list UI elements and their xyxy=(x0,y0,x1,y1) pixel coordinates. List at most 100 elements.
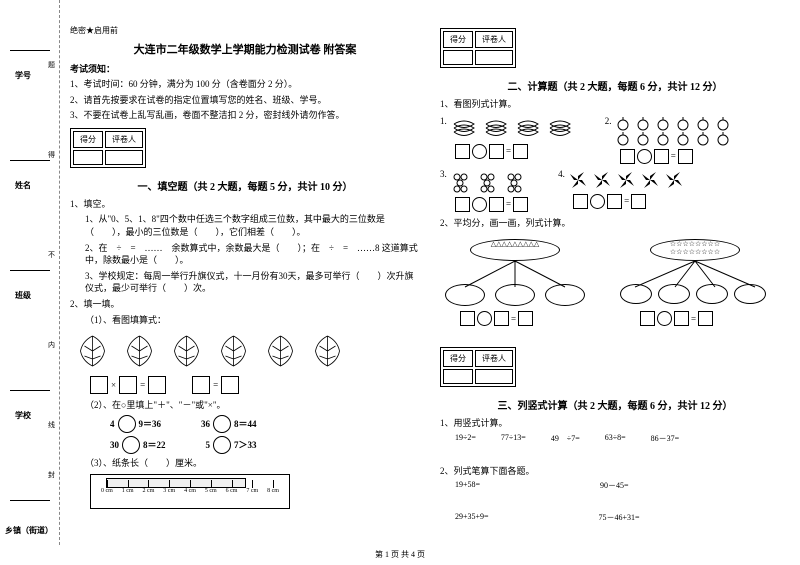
calc: 86－37= xyxy=(651,433,680,444)
pinwheel-group: 4. = xyxy=(558,169,685,212)
section1-title: 一、填空题（共 2 大题，每题 5 分，共计 10 分） xyxy=(70,178,420,193)
q2: 2、填一填。 xyxy=(70,298,420,311)
calc: 77÷13= xyxy=(501,433,526,444)
score-label: 得分 xyxy=(443,350,473,367)
q2-sub1: （1）、看图填算式： xyxy=(70,314,420,327)
empty-oval xyxy=(734,284,766,304)
blank-box[interactable] xyxy=(455,144,470,159)
blank-box[interactable] xyxy=(631,194,646,209)
equals-sign: = xyxy=(213,380,218,390)
leaf-images xyxy=(70,331,420,371)
num: 9＝36 xyxy=(139,417,162,430)
blank-box[interactable] xyxy=(654,149,669,164)
left-column: 绝密★启用前 大连市二年级数学上学期能力检测试卷 附答案 考试须知： 1、考试时… xyxy=(70,25,420,526)
score-label: 得分 xyxy=(443,31,473,48)
leaf-icon xyxy=(211,331,256,371)
equals-sign: = xyxy=(140,380,145,390)
grape-icon xyxy=(503,169,528,194)
blank-box[interactable] xyxy=(489,144,504,159)
empty-oval xyxy=(696,284,728,304)
section2-title: 二、计算题（共 2 大题，每题 6 分，共计 12 分） xyxy=(440,78,790,93)
blank-box[interactable] xyxy=(640,311,655,326)
score-box-3: 得分 评卷人 xyxy=(440,347,516,387)
equals: = xyxy=(624,196,629,206)
equals: = xyxy=(511,314,516,324)
blank-box[interactable] xyxy=(620,149,635,164)
blank-box[interactable] xyxy=(518,311,533,326)
op-circle[interactable] xyxy=(118,415,136,433)
calc: 19+58= xyxy=(455,480,480,491)
blank-box[interactable] xyxy=(455,197,470,212)
pinwheel-icon xyxy=(639,169,661,191)
mark: 5 cm xyxy=(205,488,217,508)
seal-char: 内 xyxy=(48,340,55,350)
q2-sub3: （3）、纸条长（ ）厘米。 xyxy=(70,457,420,470)
mark: 1 cm xyxy=(122,488,134,508)
equation-boxes: × = = xyxy=(90,376,420,394)
compare-row-2: 30 8＝22 5 7＞33 xyxy=(110,436,420,454)
right-column: 得分 评卷人 二、计算题（共 2 大题，每题 6 分，共计 12 分） 1、看图… xyxy=(440,25,790,526)
blank-box[interactable] xyxy=(148,376,166,394)
q1-2: 2、在 ÷ = …… 余数算式中，余数最大是（ ）；在 ÷ = ……8 这道算式… xyxy=(70,242,420,267)
mark: 4 cm xyxy=(184,488,196,508)
notice-3: 3、不要在试卷上乱写乱画，卷面不整洁扣 2 分，密封线外请勿作答。 xyxy=(70,109,420,122)
op-circle[interactable] xyxy=(657,311,672,326)
apple-icon xyxy=(634,116,652,131)
op-circle[interactable] xyxy=(122,436,140,454)
num-label: 2. xyxy=(605,116,612,126)
seal-char: 封 xyxy=(48,470,55,480)
calc: 19÷2= xyxy=(455,433,476,444)
blank-box[interactable] xyxy=(678,149,693,164)
ruler-image: 0 cm 1 cm 2 cm 3 cm 4 cm 5 cm 6 cm 7 cm … xyxy=(90,474,290,509)
line xyxy=(10,160,50,161)
blank-box[interactable] xyxy=(119,376,137,394)
op-circle[interactable] xyxy=(472,144,487,159)
secret-label: 绝密★启用前 xyxy=(70,25,420,36)
op-circle[interactable] xyxy=(637,149,652,164)
line xyxy=(10,270,50,271)
leaf-icon xyxy=(305,331,350,371)
equals: = xyxy=(506,146,511,156)
num-label: 4. xyxy=(558,169,565,179)
seal-char: 得 xyxy=(48,150,55,160)
blank-box[interactable] xyxy=(460,311,475,326)
seal-char: 题 xyxy=(48,60,55,70)
empty-oval xyxy=(545,284,585,306)
line xyxy=(10,50,50,51)
op-circle[interactable] xyxy=(213,436,231,454)
field-id: 学号 xyxy=(15,70,31,81)
leaf-icon xyxy=(117,331,162,371)
mark: 6 cm xyxy=(226,488,238,508)
num: 5 xyxy=(206,440,211,450)
blank-box[interactable] xyxy=(221,376,239,394)
blank-box[interactable] xyxy=(513,144,528,159)
blank-box[interactable] xyxy=(90,376,108,394)
blank-box[interactable] xyxy=(489,197,504,212)
fruit-row-2: 3. = 4. xyxy=(440,169,790,212)
blank-box[interactable] xyxy=(573,194,588,209)
grape-group: 3. = xyxy=(440,169,528,212)
pinwheel-icon xyxy=(663,169,685,191)
op-circle[interactable] xyxy=(472,197,487,212)
apple-icon xyxy=(714,116,732,131)
line xyxy=(10,390,50,391)
op-circle[interactable] xyxy=(477,311,492,326)
triangle-oval: △△△△△△△△△ xyxy=(470,239,560,261)
op-circle[interactable] xyxy=(213,415,231,433)
field-class: 班级 xyxy=(15,290,31,301)
blank-box[interactable] xyxy=(192,376,210,394)
blank-box[interactable] xyxy=(674,311,689,326)
blank-box[interactable] xyxy=(494,311,509,326)
calc: 90－45= xyxy=(600,480,629,491)
apple-icon xyxy=(674,116,692,131)
score-box-2: 得分 评卷人 xyxy=(440,28,516,68)
q1: 1、填空。 xyxy=(70,198,420,211)
op-circle[interactable] xyxy=(590,194,605,209)
apple-icon xyxy=(674,131,692,146)
blank-box[interactable] xyxy=(607,194,622,209)
blank-box[interactable] xyxy=(698,311,713,326)
field-township: 乡镇（街道） xyxy=(5,525,53,536)
blank-box[interactable] xyxy=(513,197,528,212)
s2-q2: 2、平均分，画一画，列式计算。 xyxy=(440,217,790,230)
score-box: 得分 评卷人 xyxy=(70,128,146,168)
